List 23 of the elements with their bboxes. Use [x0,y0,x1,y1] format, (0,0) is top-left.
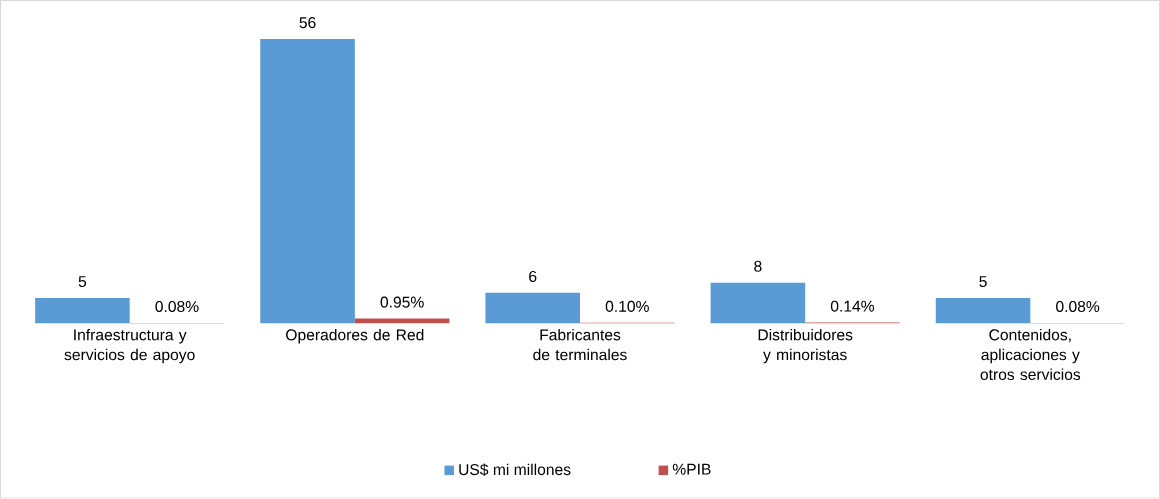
data-label: 0.08% [1056,301,1100,313]
data-label: 8 [754,260,762,273]
x-tick-label: Contenidos, aplicaciones y otros servicios [980,329,1081,381]
data-label: 0.95% [380,296,424,308]
legend-label: %PIB [672,463,711,475]
x-tick-label: Infraestructura y servicios de apoyo [64,329,195,364]
bar [354,318,450,324]
x-tick-label: Distribuidores y minoristas [758,329,853,364]
data-label: 56 [299,17,316,29]
data-label: 0.08% [155,301,199,313]
bar [35,298,130,324]
legend-label: US$ mi millones [459,463,571,477]
data-label: 5 [979,276,987,288]
bar [260,39,355,324]
bar [935,298,1031,324]
x-tick-label: Fabricantes de terminales [533,329,627,361]
data-label: 0.10% [605,301,649,313]
x-tick-label: Operadores de Red [286,329,424,344]
bar [485,293,581,324]
bar [710,282,806,324]
data-label: 5 [78,276,87,288]
data-label: 6 [529,271,537,283]
data-label: 0.14% [830,300,875,312]
